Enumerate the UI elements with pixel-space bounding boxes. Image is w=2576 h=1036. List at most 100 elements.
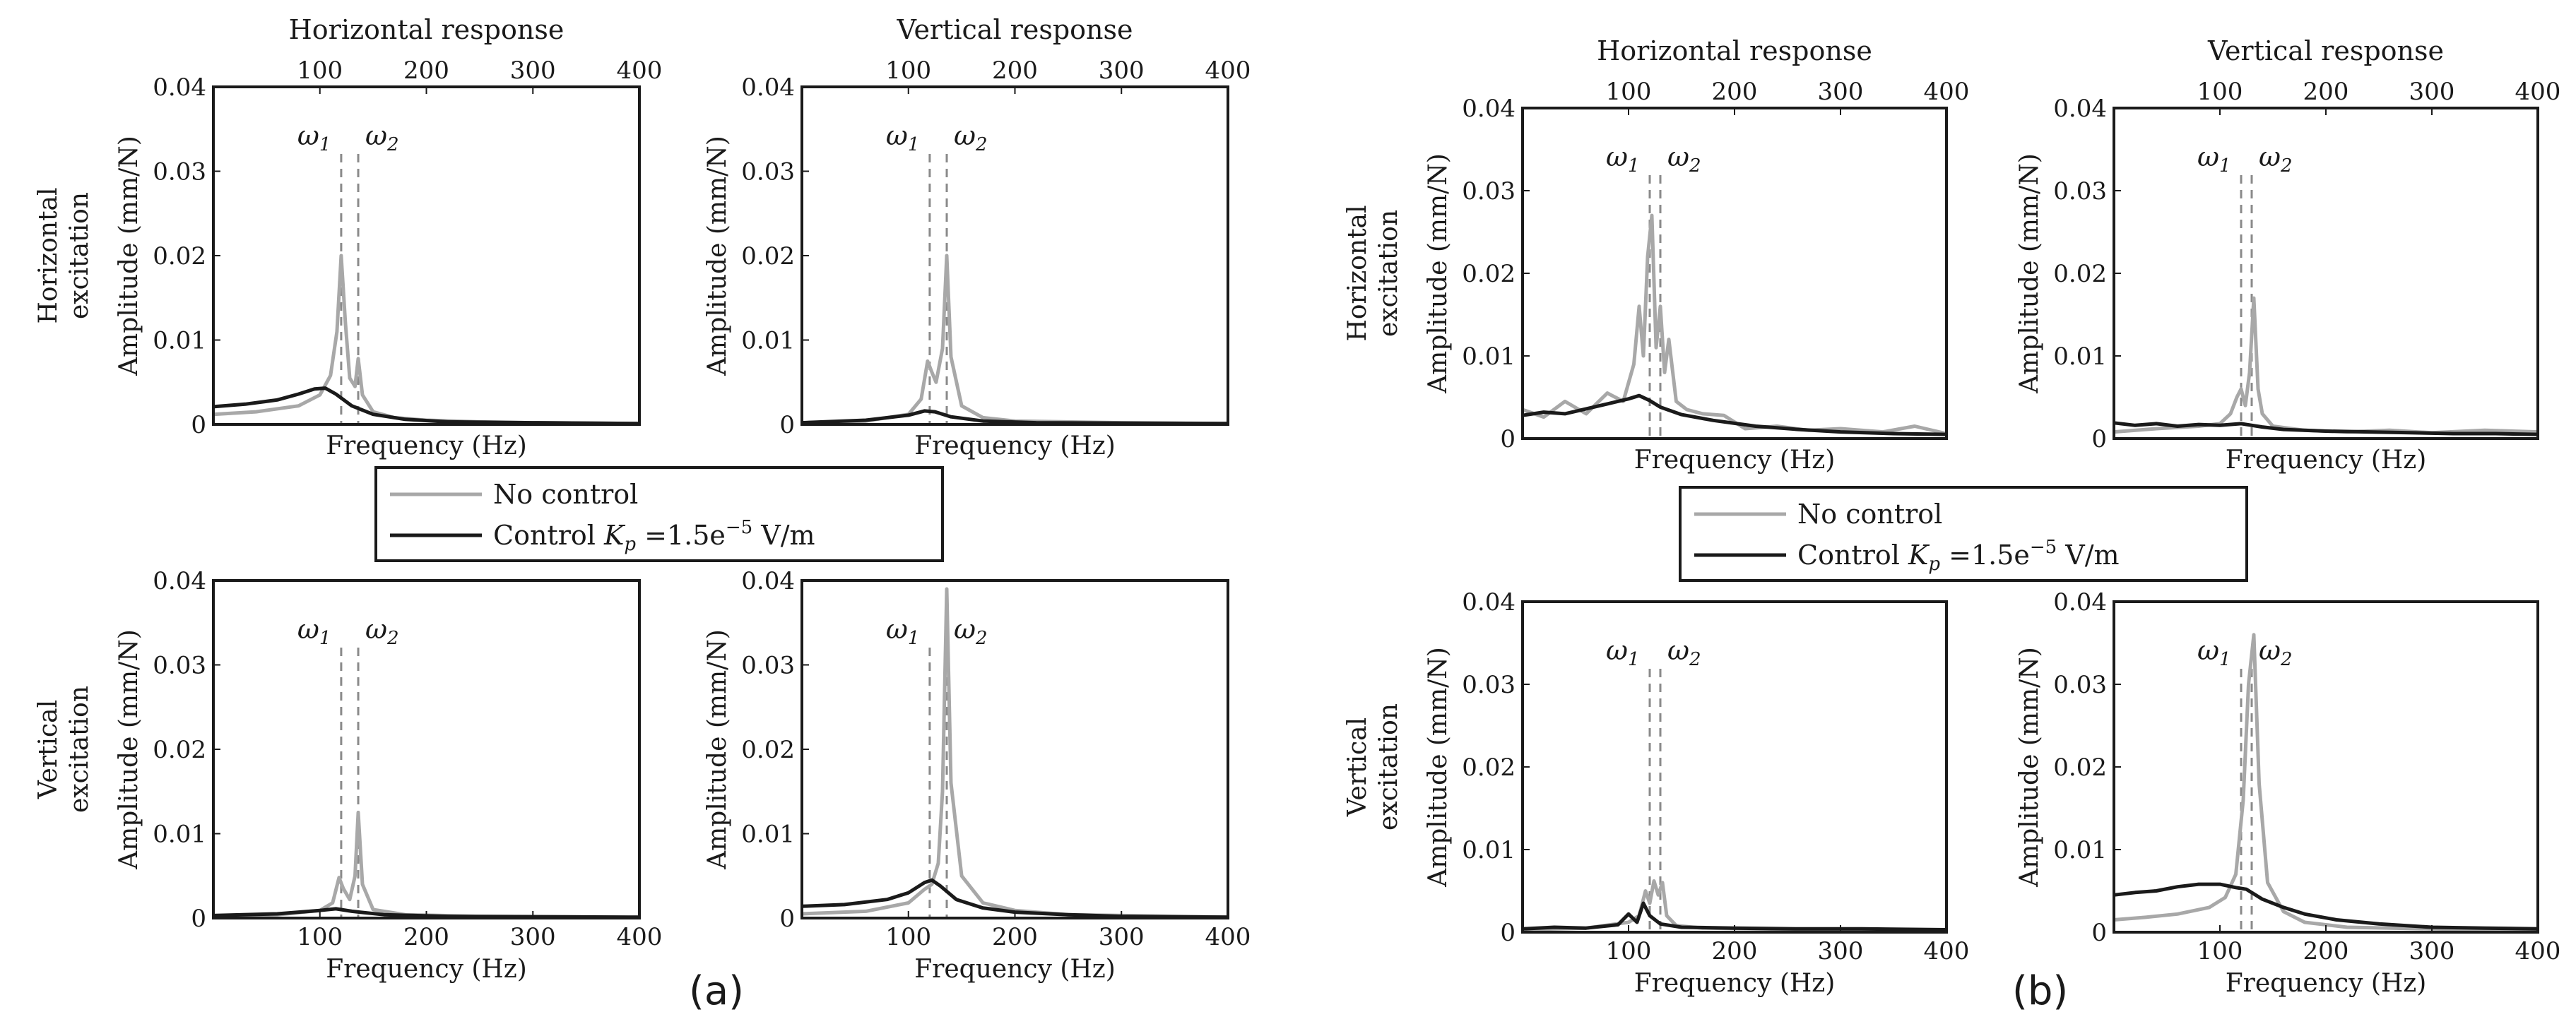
panel-b-top-left-ytick-label: 0.02 [1462, 260, 1516, 288]
panel-a-bottom-left-ytick-label: 0.03 [153, 652, 206, 680]
panel-a-bottom-right-xlabel: Frequency (Hz) [914, 955, 1116, 984]
panel-a-bottom-right-ytick-label: 0.01 [741, 821, 795, 849]
panel-b-bottom-left-ylabel: Amplitude (mm/N) [1424, 647, 1453, 888]
panel-a-bottom-left-omega1-label: ω1 [297, 614, 331, 649]
panel-b-top-left-xlabel: Frequency (Hz) [1634, 446, 1836, 475]
legend-a: No control Control Kp =1.5e−5 V/m [374, 466, 944, 562]
panel-b-bottom-right-xtick-label: 300 [2409, 937, 2455, 965]
panel-b-bottom-right-xlabel: Frequency (Hz) [2226, 969, 2427, 998]
panel-a-bottom-right-frame [800, 579, 1229, 919]
panel-b-bottom-left-ytick-label: 0.02 [1462, 754, 1516, 782]
panel-b-bottom-left-omega1-label: ω1 [1606, 635, 1640, 670]
panel-a-bottom-right-xtick-label: 200 [992, 923, 1038, 951]
panel-b-bottom-left-frame [1521, 600, 1948, 934]
panel-b-bottom-left-ytick-label: 0.03 [1462, 671, 1516, 699]
panel-a-top-left-ytick-label: 0.02 [153, 242, 206, 270]
panel-b-top-left: ω1 ω2 0 0.01 0.02 0.03 0.04 100 200 300 400 Frequen… [1343, 35, 1969, 475]
panel-a-bottom-left-control-line [213, 907, 640, 919]
panel-b-top-left-xtick-label: 400 [1924, 78, 1970, 106]
panel-b-bottom-left-xtick-label: 400 [1924, 937, 1970, 965]
panel-a-bottom-left-row-label-line1: Vertical [34, 700, 63, 799]
panel-b-top-right-omega1-label: ω1 [2197, 141, 2231, 177]
panel-b-bottom-right-xtick-label: 100 [2197, 937, 2243, 965]
panel-b-top-left-xtick-label: 300 [1818, 78, 1864, 106]
panel-b-bottom-left-ytick-label: 0.01 [1462, 836, 1516, 864]
panel-a-bottom-left-ylabel: Amplitude (mm/N) [114, 629, 143, 870]
panel-b-top-right-omega2-label: ω2 [2259, 141, 2293, 177]
panel-b-top-right-ytick-label: 0.03 [2053, 177, 2107, 206]
panel-a-top-left-control-line [213, 386, 640, 426]
panel-a-bottom-left-row-label-line2: excitation [65, 686, 94, 813]
panel-a-bottom-left-no-control-line [213, 811, 640, 919]
legend-b-no-control-label: No control [1797, 499, 1942, 530]
panel-b-top-left-row-label-line1: Horizontal [1343, 205, 1372, 341]
panel-a-top-left-omega1-label: ω1 [297, 120, 331, 155]
panel-a-bottom-right-ytick-label: 0 [779, 905, 795, 933]
panel-b-top-left-row-label-line2: excitation [1374, 210, 1403, 337]
panel-a-top-right-omega2-label: ω2 [954, 120, 988, 155]
panel-a-top-right-column-title: Vertical response [896, 14, 1133, 45]
panel-a-top-left-ytick-label: 0.04 [153, 73, 206, 102]
panel-a-bottom-left-xtick-label: 400 [617, 923, 663, 951]
panel-a-bottom-left-frame [212, 579, 641, 919]
panel-b-bottom-right-ylabel: Amplitude (mm/N) [2015, 647, 2044, 888]
panel-b-bottom-left-ytick-label: 0.04 [1462, 588, 1516, 617]
panel-a-top-left: ω1 ω2 0 0.01 0.02 0.03 0.04 100 200 300 400 Frequen… [34, 14, 662, 460]
panel-b-top-left-ytick-label: 0.04 [1462, 95, 1516, 123]
panel-b-bottom-left-omega2-label: ω2 [1667, 635, 1701, 670]
panel-b-top-right-ylabel: Amplitude (mm/N) [2015, 153, 2044, 394]
legend-a-no-control-label: No control [493, 479, 638, 510]
panel-a-top-right-xtick-label: 300 [1099, 56, 1145, 85]
panel-b-top-left-ytick-label: 0.01 [1462, 343, 1516, 371]
panel-a-top-right-xtick-label: 100 [885, 56, 931, 85]
panel-b-top-left-frame [1521, 107, 1948, 440]
panel-a-top-left-frame [212, 85, 641, 426]
panel-a-top-right-ytick-label: 0.01 [741, 327, 795, 355]
panel-b-top-left-xtick-label: 100 [1606, 78, 1652, 106]
panel-b-top-right-ytick-label: 0.02 [2053, 260, 2107, 288]
panel-a-top-right: ω1 ω2 0 0.01 0.02 0.03 0.04 100 200 300 400 Frequen… [703, 14, 1251, 460]
panel-b-top-left-omega2-label: ω2 [1667, 141, 1701, 177]
panel-b-bottom-right-frame [2113, 600, 2539, 934]
panel-b-top-right-column-title: Vertical response [2207, 35, 2444, 66]
panel-b-bottom-right-omega2-label: ω2 [2259, 635, 2293, 670]
panel-a-bottom-left-ytick-label: 0 [191, 905, 206, 933]
panel-a-top-right-xtick-label: 400 [1205, 56, 1251, 85]
panel-b-bottom-right-control-line [2113, 882, 2539, 931]
panel-a-bottom-right-xtick-label: 100 [885, 923, 931, 951]
panel-a-top-right-control-line [801, 409, 1229, 426]
panel-a-top-right-omega1-label: ω1 [886, 120, 920, 155]
panel-b-bottom-right-no-control-line [2113, 633, 2539, 933]
panel-b-top-right-ytick-label: 0 [2091, 425, 2107, 453]
panel-a-top-left-xtick-label: 400 [617, 56, 663, 85]
panel-b-bottom-right-xtick-label: 400 [2515, 937, 2561, 965]
figure-a-label: (a) [689, 968, 744, 1014]
panel-b-bottom-left-ytick-label: 0 [1500, 919, 1516, 947]
panel-b-bottom-left-xtick-label: 300 [1818, 937, 1864, 965]
panel-b-top-right-no-control-line [2113, 296, 2539, 435]
panel-a-top-left-xtick-label: 200 [403, 56, 449, 85]
panel-b-top-right-xlabel: Frequency (Hz) [2226, 446, 2427, 475]
panel-a-top-right-xtick-label: 200 [992, 56, 1038, 85]
panel-b-bottom-right-ytick-label: 0 [2091, 919, 2107, 947]
panel-a-top-left-row-label-line2: excitation [65, 192, 94, 319]
panel-b-top-left-omega1-label: ω1 [1606, 141, 1640, 177]
panel-a-top-right-frame [800, 85, 1229, 426]
panel-b-top-right-xtick-label: 300 [2409, 78, 2455, 106]
panel-a-top-left-ytick-label: 0.01 [153, 327, 206, 355]
panel-b-top-left-column-title: Horizontal response [1597, 35, 1872, 66]
panel-a-top-right-ytick-label: 0.02 [741, 242, 795, 270]
panel-b-bottom-right-ytick-label: 0.02 [2053, 754, 2107, 782]
panel-a-bottom-left-ytick-label: 0.02 [153, 736, 206, 764]
panel-a-top-left-omega2-label: ω2 [365, 120, 399, 155]
legend-b: No control Control Kp =1.5e−5 V/m [1679, 486, 2248, 582]
panel-b-bottom-right-ytick-label: 0.04 [2053, 588, 2107, 617]
panel-a-top-right-ylabel: Amplitude (mm/N) [703, 136, 732, 376]
panel-a-bottom-right-omega1-label: ω1 [886, 614, 920, 649]
panel-a-top-left-row-label-line1: Horizontal [34, 187, 63, 323]
panel-b-top-left-xtick-label: 200 [1712, 78, 1758, 106]
panel-b-bottom-right: ω1 ω2 0 0.01 0.02 0.03 0.04 100 200 300 400 Frequen… [2015, 588, 2560, 998]
panel-b-top-right-ytick-label: 0.04 [2053, 95, 2107, 123]
panel-a-bottom-right-ytick-label: 0.03 [741, 652, 795, 680]
